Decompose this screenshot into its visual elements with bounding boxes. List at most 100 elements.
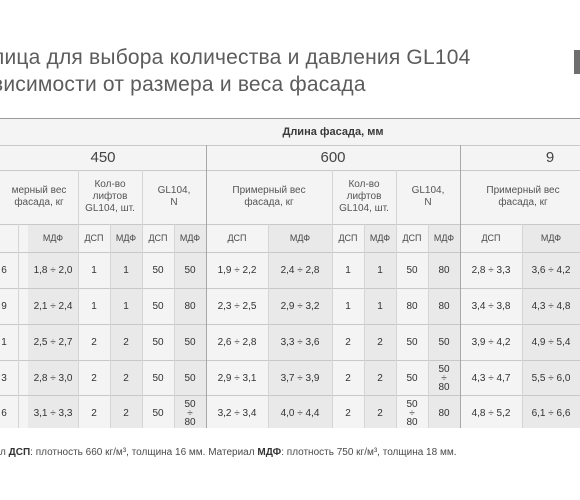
- table-cell: 2: [345, 372, 351, 384]
- table-cell: 2: [91, 372, 97, 384]
- table-cell: 2,1 ÷ 2,4: [33, 300, 73, 312]
- length-600: 600: [320, 149, 346, 166]
- table-cell: 4,3 ÷ 4,8: [531, 300, 571, 312]
- shade-mdf-5: [364, 224, 396, 428]
- table-cell: 6,1 ÷ 6,6: [531, 407, 571, 419]
- table-cell: 50 ÷ 80: [428, 360, 460, 396]
- shade-mdf-2: [110, 224, 142, 428]
- shade-mdf-6: [428, 224, 460, 428]
- table-cell: 3,6 ÷ 4,2: [531, 264, 571, 276]
- rule: [0, 224, 580, 225]
- table-cell: 9: [1, 300, 7, 312]
- col-rule-main: [206, 145, 207, 428]
- table-cell: 2: [377, 407, 383, 419]
- sub-mdf: МДФ: [179, 233, 201, 243]
- table-cell: 2: [123, 372, 129, 384]
- table-cell: 50: [184, 372, 196, 384]
- col-rule: [332, 170, 333, 428]
- table-cell: 3,2 ÷ 3,4: [217, 407, 257, 419]
- table-cell: 3: [1, 372, 7, 384]
- page-title: лица для выбора количества и давления GL…: [0, 44, 470, 98]
- shade-mdf-7: [522, 224, 580, 428]
- table-cell: 1: [377, 300, 383, 312]
- table-cell: 3,9 ÷ 4,2: [471, 336, 511, 348]
- table-cell: 2: [377, 372, 383, 384]
- table-cell: 1: [91, 300, 97, 312]
- rule: [0, 324, 580, 325]
- table-cell: 1: [345, 300, 351, 312]
- table-cell: 2,6 ÷ 2,8: [217, 336, 257, 348]
- col-rule: [522, 224, 523, 428]
- rule: [0, 252, 580, 253]
- title-line-2: висимости от размера и веса фасада: [0, 73, 366, 96]
- range-part: ÷: [441, 372, 447, 384]
- col-rule: [364, 224, 365, 428]
- footnote-part-2: : плотность 660 кг/м³, толщина 16 мм. Ма…: [30, 447, 258, 458]
- header-lifts-600: Кол-во лифтов GL104, шт.: [339, 179, 389, 214]
- table-cell: 2,5 ÷ 2,7: [33, 336, 73, 348]
- table-cell: 2: [123, 336, 129, 348]
- range-value: 50 ÷ 80: [184, 398, 196, 427]
- sub-mdf: МДФ: [289, 233, 311, 243]
- length-900: 9: [545, 149, 555, 166]
- table-cell: 50 ÷ 80: [396, 395, 428, 428]
- table-cell: 50: [152, 336, 164, 348]
- range-part: 50: [438, 363, 450, 375]
- sub-dsp: ДСП: [227, 233, 247, 243]
- table-cell: 50: [184, 264, 196, 276]
- table-cell: 50 ÷ 80: [174, 395, 206, 428]
- table-cell: 2: [91, 407, 97, 419]
- table-cell: 2: [345, 336, 351, 348]
- pressure-table: Длина фасада, мм 450 600 9 мерный вес фа…: [0, 118, 580, 428]
- table-cell: 50: [406, 372, 418, 384]
- table-cell: 2,4 ÷ 2,8: [280, 264, 320, 276]
- col-rule: [428, 224, 429, 428]
- table-cell: 1: [1, 336, 7, 348]
- title-line-1: лица для выбора количества и давления GL…: [0, 46, 471, 69]
- table-cell: 1: [345, 264, 351, 276]
- rule: [0, 170, 580, 171]
- table-cell: 4,8 ÷ 5,2: [471, 407, 511, 419]
- footnote-mdf: МДФ: [257, 447, 282, 458]
- table-cell: 3,3 ÷ 3,6: [280, 336, 320, 348]
- table-cell: 50: [406, 336, 418, 348]
- table-cell: 3,1 ÷ 3,3: [33, 407, 73, 419]
- header-weight: мерный вес фасада, кг: [11, 185, 67, 208]
- footnote-part-3: : плотность 750 кг/м³, толщина 18 мм.: [281, 447, 457, 458]
- range-value: 50 ÷ 80: [438, 363, 450, 392]
- sub-mdf: МДФ: [433, 233, 455, 243]
- table-cell: 50: [438, 336, 450, 348]
- table-cell: 4,3 ÷ 4,7: [471, 372, 511, 384]
- table-cell: 80: [438, 264, 450, 276]
- header-force: GL104, N: [157, 185, 191, 208]
- table-cell: 50: [152, 372, 164, 384]
- sub-dsp: ДСП: [481, 233, 501, 243]
- col-rule-main: [460, 145, 461, 428]
- footnote-part-1: л: [0, 447, 9, 458]
- table-cell: 2: [377, 336, 383, 348]
- table-cell: 80: [406, 300, 418, 312]
- table-cell: 6: [1, 407, 7, 419]
- col-rule: [396, 170, 397, 428]
- sub-dsp: ДСП: [338, 233, 358, 243]
- header-lifts: Кол-во лифтов GL104, шт.: [85, 179, 135, 214]
- table-cell: 80: [438, 300, 450, 312]
- table-cell: 2: [91, 336, 97, 348]
- length-450: 450: [90, 149, 116, 166]
- rule: [0, 395, 580, 396]
- table-cell: 5,5 ÷ 6,0: [531, 372, 571, 384]
- range-part: 50: [184, 398, 196, 410]
- table-cell: 3,7 ÷ 3,9: [280, 372, 320, 384]
- header-weight-600: Примерный вес фасада, кг: [232, 185, 306, 208]
- table-cell: 1,8 ÷ 2,0: [33, 264, 73, 276]
- col-rule: [18, 224, 19, 428]
- table-cell: 2,9 ÷ 3,1: [217, 372, 257, 384]
- shade-mdf-4: [268, 224, 332, 428]
- range-part: 80: [406, 416, 418, 428]
- header-weight-900: Примерный вес фасада, кг: [486, 185, 560, 208]
- rule: [0, 288, 580, 289]
- table-cell: 80: [184, 300, 196, 312]
- table-cell: 1: [123, 264, 129, 276]
- table-cell: 1,9 ÷ 2,2: [217, 264, 257, 276]
- corner-mark: [574, 50, 580, 74]
